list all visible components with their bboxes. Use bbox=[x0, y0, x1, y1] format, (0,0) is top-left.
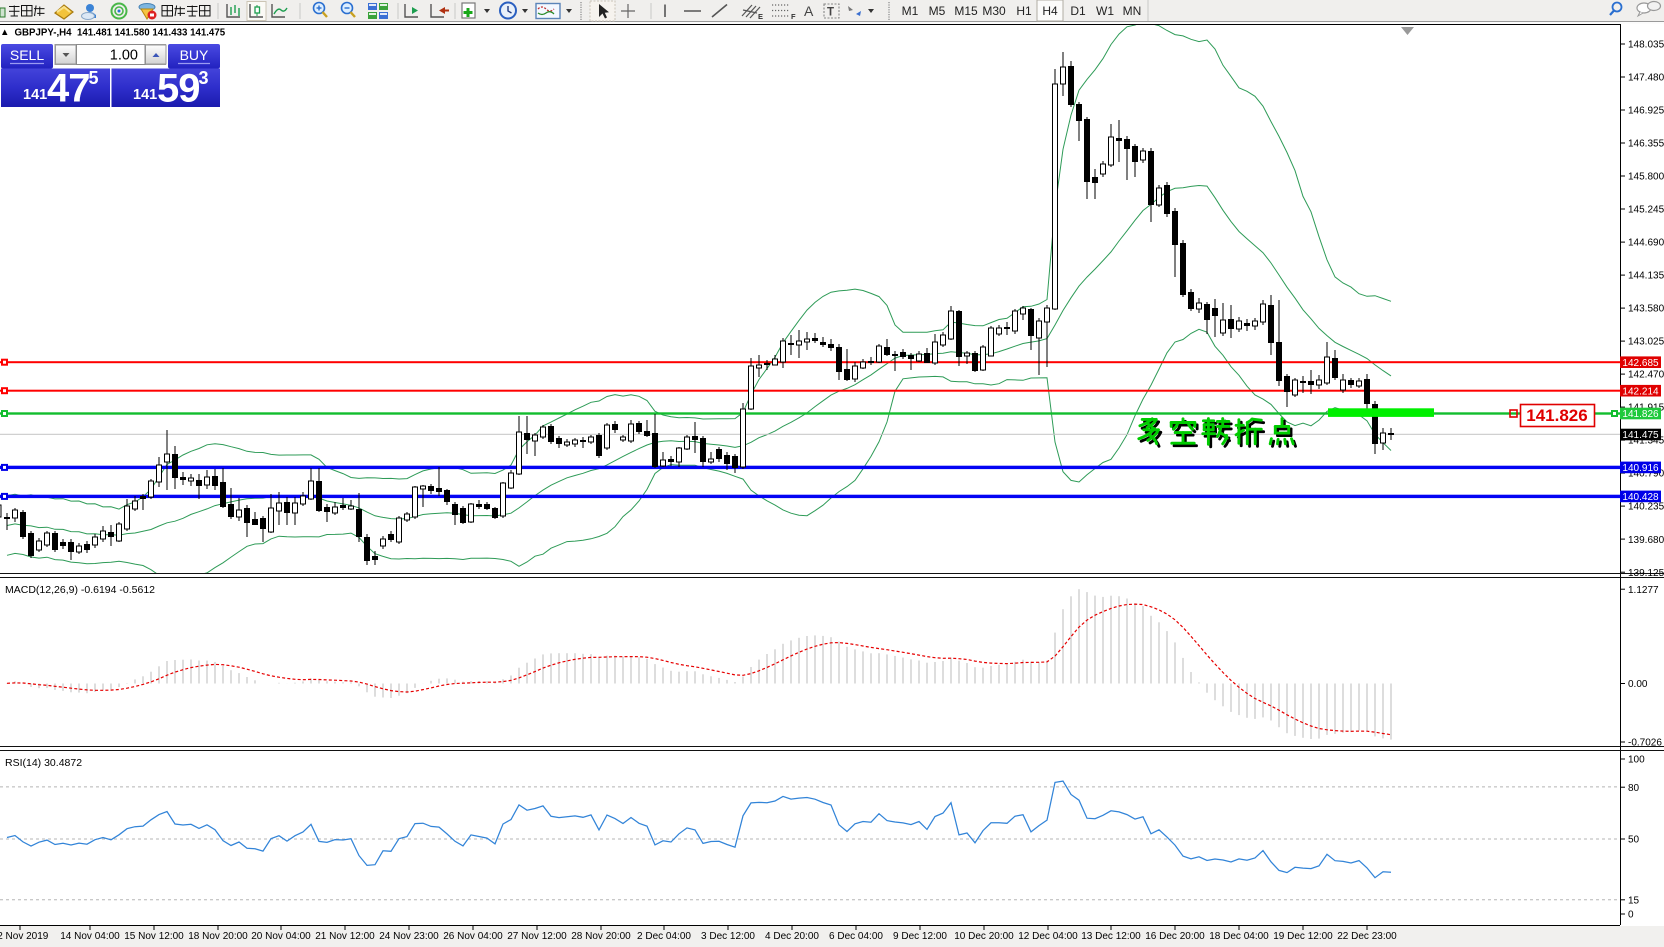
svg-text:47: 47 bbox=[47, 67, 90, 111]
svg-text:M1: M1 bbox=[902, 4, 919, 18]
svg-text:141.345: 141.345 bbox=[1628, 436, 1664, 447]
svg-text:100: 100 bbox=[1628, 755, 1645, 766]
svg-text:M30: M30 bbox=[982, 4, 1006, 18]
svg-text:H4: H4 bbox=[1042, 4, 1058, 18]
svg-text:139.680: 139.680 bbox=[1628, 535, 1664, 546]
svg-text:18 Dec 04:00: 18 Dec 04:00 bbox=[1209, 931, 1269, 942]
svg-text:MN: MN bbox=[1123, 4, 1142, 18]
svg-text:H1: H1 bbox=[1016, 4, 1032, 18]
svg-text:148.035: 148.035 bbox=[1628, 40, 1664, 51]
svg-text:18 Nov 20:00: 18 Nov 20:00 bbox=[188, 931, 248, 942]
svg-text:28 Nov 20:00: 28 Nov 20:00 bbox=[571, 931, 631, 942]
svg-text:6 Dec 04:00: 6 Dec 04:00 bbox=[829, 931, 883, 942]
svg-text:50: 50 bbox=[1628, 835, 1640, 846]
svg-text:140.916: 140.916 bbox=[1622, 463, 1659, 474]
svg-text:143.580: 143.580 bbox=[1628, 304, 1664, 315]
svg-text:1.1277: 1.1277 bbox=[1628, 585, 1659, 596]
svg-text:142.214: 142.214 bbox=[1622, 386, 1659, 397]
svg-text:T: T bbox=[827, 7, 834, 19]
svg-text:1.00: 1.00 bbox=[110, 48, 138, 64]
svg-text:144.690: 144.690 bbox=[1628, 238, 1664, 249]
svg-text:10 Dec 20:00: 10 Dec 20:00 bbox=[954, 931, 1014, 942]
svg-text:W1: W1 bbox=[1096, 4, 1114, 18]
svg-text:146.925: 146.925 bbox=[1628, 106, 1664, 117]
svg-text:0.00: 0.00 bbox=[1628, 679, 1648, 690]
svg-text:140.428: 140.428 bbox=[1622, 492, 1659, 503]
svg-text:59: 59 bbox=[157, 67, 200, 111]
svg-text:M5: M5 bbox=[929, 4, 946, 18]
svg-text:5: 5 bbox=[89, 68, 99, 88]
svg-text:80: 80 bbox=[1628, 783, 1640, 794]
svg-text:140.790: 140.790 bbox=[1628, 469, 1664, 480]
svg-text:F: F bbox=[791, 12, 796, 21]
svg-text:26 Nov 04:00: 26 Nov 04:00 bbox=[443, 931, 503, 942]
svg-text:MACD(12,26,9) -0.6194 -0.5612: MACD(12,26,9) -0.6194 -0.5612 bbox=[5, 584, 155, 596]
svg-text:BUY: BUY bbox=[180, 47, 209, 63]
svg-text:GBPJPY-,H4 141.481 141.580 14: GBPJPY-,H4 141.481 141.580 141.433 141.4… bbox=[15, 28, 226, 39]
svg-text:139.125: 139.125 bbox=[1628, 568, 1664, 579]
svg-text:142.685: 142.685 bbox=[1622, 358, 1659, 369]
svg-text:145.245: 145.245 bbox=[1628, 205, 1664, 216]
svg-text:13 Dec 12:00: 13 Dec 12:00 bbox=[1081, 931, 1141, 942]
svg-text:141.475: 141.475 bbox=[1622, 430, 1659, 441]
svg-text:SELL: SELL bbox=[10, 47, 44, 63]
svg-text:9 Dec 12:00: 9 Dec 12:00 bbox=[893, 931, 947, 942]
svg-text:D1: D1 bbox=[1070, 4, 1086, 18]
svg-text:15: 15 bbox=[1628, 895, 1640, 906]
svg-text:12 Nov 2019: 12 Nov 2019 bbox=[0, 931, 49, 942]
svg-text:141.826: 141.826 bbox=[1526, 406, 1587, 425]
svg-text:4 Dec 20:00: 4 Dec 20:00 bbox=[765, 931, 819, 942]
svg-text:141.826: 141.826 bbox=[1622, 409, 1659, 420]
svg-text:141: 141 bbox=[23, 87, 47, 103]
svg-text:3 Dec 12:00: 3 Dec 12:00 bbox=[701, 931, 755, 942]
svg-text:A: A bbox=[804, 3, 814, 19]
svg-text:140.235: 140.235 bbox=[1628, 502, 1664, 513]
svg-text:20 Nov 04:00: 20 Nov 04:00 bbox=[251, 931, 311, 942]
svg-text:27 Nov 12:00: 27 Nov 12:00 bbox=[507, 931, 567, 942]
svg-text:147.480: 147.480 bbox=[1628, 73, 1664, 84]
svg-text:3: 3 bbox=[199, 68, 209, 88]
svg-text:141: 141 bbox=[133, 87, 157, 103]
svg-text:2 Dec 04:00: 2 Dec 04:00 bbox=[637, 931, 691, 942]
svg-text:-0.7026: -0.7026 bbox=[1628, 738, 1662, 749]
svg-text:RSI(14) 30.4872: RSI(14) 30.4872 bbox=[5, 757, 82, 769]
svg-text:15 Nov 12:00: 15 Nov 12:00 bbox=[124, 931, 184, 942]
svg-text:22 Dec 23:00: 22 Dec 23:00 bbox=[1337, 931, 1397, 942]
svg-text:144.135: 144.135 bbox=[1628, 271, 1664, 282]
svg-text:19 Dec 12:00: 19 Dec 12:00 bbox=[1273, 931, 1333, 942]
svg-text:146.355: 146.355 bbox=[1628, 139, 1664, 150]
svg-text:24 Nov 23:00: 24 Nov 23:00 bbox=[379, 931, 439, 942]
svg-text:145.800: 145.800 bbox=[1628, 172, 1664, 183]
svg-text:12 Dec 04:00: 12 Dec 04:00 bbox=[1018, 931, 1078, 942]
svg-text:16 Dec 20:00: 16 Dec 20:00 bbox=[1145, 931, 1205, 942]
svg-text:M15: M15 bbox=[954, 4, 978, 18]
svg-text:E: E bbox=[758, 12, 763, 21]
svg-text:0: 0 bbox=[1628, 910, 1634, 921]
svg-text:142.470: 142.470 bbox=[1628, 370, 1664, 381]
svg-text:21 Nov 12:00: 21 Nov 12:00 bbox=[315, 931, 375, 942]
svg-text:143.025: 143.025 bbox=[1628, 337, 1664, 348]
svg-text:14 Nov 04:00: 14 Nov 04:00 bbox=[60, 931, 120, 942]
